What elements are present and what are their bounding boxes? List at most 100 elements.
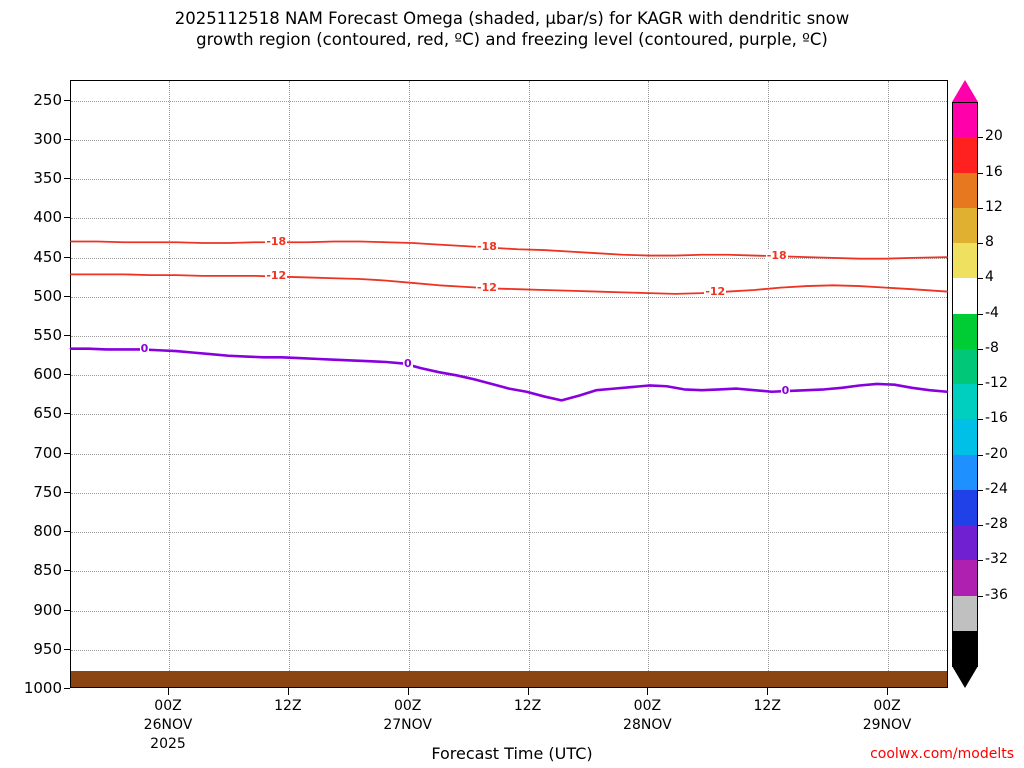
colorbar-tick-label: -36 (985, 586, 1008, 603)
gridline-horizontal (71, 571, 947, 573)
colorbar-tick (978, 172, 983, 174)
x-tick-label: 12Z (753, 698, 781, 714)
colorbar-tick (978, 243, 983, 244)
contour-line (70, 240, 948, 260)
gridline-vertical (528, 81, 531, 687)
colorbar-tick-label: -4 (985, 304, 999, 321)
colorbar-segment (952, 525, 978, 561)
y-tick-mark (64, 99, 70, 101)
colorbar-segment (952, 172, 978, 209)
y-tick-label: 350 (33, 169, 62, 188)
y-tick-label: 650 (33, 404, 62, 423)
colorbar-tick (978, 595, 983, 597)
x-tick-label: 12Z (513, 698, 542, 714)
colorbar-tick (978, 525, 983, 526)
gridline-horizontal (71, 100, 947, 103)
credit-label: coolwx.com/modelts (870, 746, 1014, 762)
colorbar-segment (952, 207, 978, 244)
colorbar-tick-label: 16 (985, 163, 1003, 180)
y-tick-mark (64, 688, 70, 689)
contour-value-label: -12 (265, 268, 288, 282)
x-tick-label: 00Z (633, 698, 662, 714)
x-tick-label: 00Z (393, 698, 422, 714)
x-tick-mark (887, 688, 889, 695)
gridline-horizontal (71, 453, 947, 456)
y-tick-mark (64, 491, 70, 493)
colorbar-tick (978, 384, 983, 385)
gridline-vertical (288, 81, 291, 687)
colorbar-tick-label: 4 (985, 269, 994, 286)
y-tick-mark (64, 178, 70, 180)
colorbar-tick-label: -16 (985, 410, 1008, 427)
colorbar-bottom-arrow (952, 666, 978, 688)
colorbar-tick (978, 137, 983, 139)
y-tick-mark (64, 374, 70, 376)
x-tick-mark (647, 688, 649, 695)
contour-value-label: 0 (139, 342, 150, 356)
plot-area (69, 80, 949, 688)
x-axis-year-label: 2025 (150, 736, 186, 752)
y-tick-label: 850 (33, 561, 62, 580)
y-tick-label: 900 (33, 600, 62, 619)
y-tick-mark (64, 334, 70, 336)
colorbar-tick-label: -8 (985, 339, 999, 356)
y-tick-mark (64, 138, 70, 140)
colorbar-tick (978, 278, 983, 280)
y-tick-label: 1000 (23, 679, 62, 697)
x-tick-date-label: 27NOV (383, 717, 432, 733)
x-tick-mark (287, 688, 289, 695)
gridline-vertical (768, 81, 770, 687)
contour-lines (69, 240, 949, 402)
y-tick-label: 400 (33, 208, 62, 227)
colorbar-tick (978, 489, 983, 491)
y-tick-mark (64, 256, 70, 258)
gridline-horizontal (71, 649, 947, 652)
colorbar-tick-label: -24 (985, 480, 1008, 497)
colorbar-segment (952, 595, 978, 632)
y-tick-label: 250 (33, 90, 62, 109)
colorbar-tick-label: -12 (985, 375, 1008, 391)
y-tick-mark (64, 452, 70, 454)
y-tick-mark (64, 217, 70, 219)
y-tick-label: 800 (33, 522, 62, 541)
x-tick-mark (767, 688, 769, 695)
y-tick-mark (64, 609, 70, 611)
chart-title: 2025112518 NAM Forecast Omega (shaded, µ… (0, 8, 1024, 50)
gridline-horizontal (71, 492, 947, 495)
colorbar-outline (952, 102, 978, 666)
y-tick-mark (64, 531, 70, 533)
gridlines (71, 81, 947, 687)
gridline-vertical (168, 81, 171, 687)
y-tick-label: 950 (33, 639, 62, 658)
y-tick-label: 700 (33, 443, 62, 462)
gridline-horizontal (71, 257, 947, 260)
colorbar-segment (952, 489, 978, 526)
gridline-horizontal (71, 375, 947, 377)
colorbar-segment (952, 560, 978, 596)
colorbar-segment (952, 419, 978, 455)
colorbar-tick-label: 20 (985, 128, 1003, 145)
contour-value-label: 0 (403, 357, 413, 371)
x-tick-label: 12Z (274, 698, 302, 714)
colorbar-segment (952, 384, 978, 420)
y-tick-label: 300 (33, 129, 62, 148)
gridline-horizontal (71, 296, 947, 299)
colorbar-tick (978, 419, 983, 421)
colorbar: 20 16 12 8 4 -4 -8 -12 -16 -20 -24 -28 -32 -36 (952, 80, 1008, 688)
terrain-band (71, 671, 947, 687)
x-tick-mark (407, 688, 409, 695)
y-tick-label: 600 (33, 365, 62, 384)
gridline-horizontal (71, 179, 947, 181)
y-tick-label: 500 (33, 286, 62, 305)
x-axis-title: Forecast Time (UTC) (431, 744, 593, 763)
colorbar-tick-label: 8 (985, 234, 994, 250)
colorbar-tick-label: -28 (985, 516, 1008, 532)
gridline-horizontal (71, 414, 947, 416)
y-tick-label: 550 (33, 325, 62, 344)
gridline-horizontal (71, 610, 947, 613)
colorbar-tick (978, 207, 983, 209)
gridline-vertical (648, 81, 650, 687)
colorbar-segment (952, 454, 978, 491)
x-tick-mark (167, 688, 169, 695)
contour-value-label: -12 (476, 280, 498, 294)
